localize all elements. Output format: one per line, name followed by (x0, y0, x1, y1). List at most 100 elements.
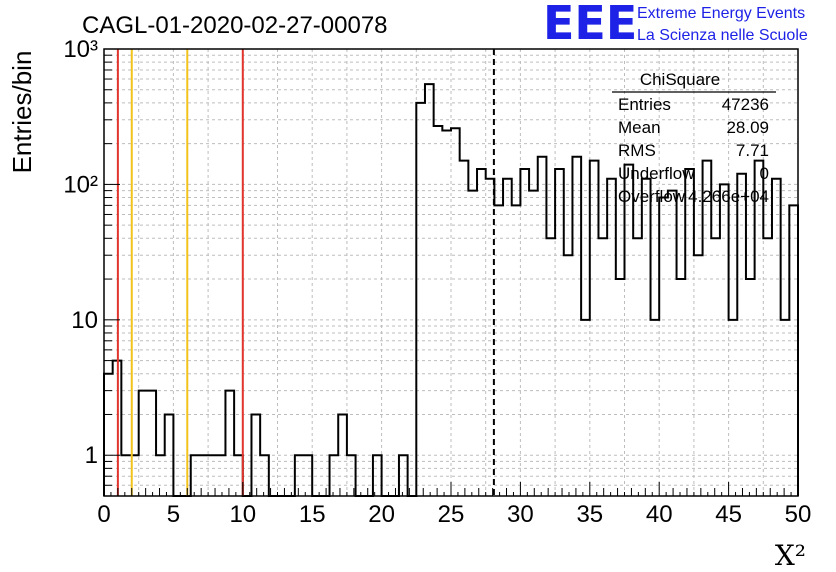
histogram-bin (416, 103, 425, 496)
logo-line-2: La Scienza nelle Scuole (637, 27, 808, 44)
histogram-bin (651, 320, 660, 496)
histogram-bin (156, 455, 165, 496)
histogram-bin (165, 414, 174, 496)
histogram-bin (529, 191, 538, 496)
x-tick-label: 40 (646, 501, 673, 528)
histogram-bin (425, 84, 434, 496)
histogram-bin (772, 179, 781, 496)
stats-label: Underflow (618, 164, 695, 183)
histogram-bin (642, 179, 651, 496)
histogram-bin (572, 157, 581, 496)
stats-rows: Entries 47236 Mean 28.09 RMS 7.71 Underflow 0 Ov… (618, 95, 769, 206)
logo-line-1: Extreme Energy Events (637, 5, 805, 22)
histogram-bin (434, 126, 443, 496)
y-axis-label: Entries/bin (7, 51, 37, 174)
stats-label: Overflow (618, 187, 686, 206)
histogram-bin (477, 169, 486, 496)
x-tick-label: 10 (229, 501, 256, 528)
histogram-bin (330, 455, 339, 496)
histogram-bin (468, 191, 477, 496)
stats-label: Entries (618, 95, 671, 114)
stats-box: ChiSquare Entries 47236 Mean 28.09 RMS 7.71 Un… (612, 70, 776, 206)
histogram-bin (659, 198, 668, 496)
stats-title: ChiSquare (640, 70, 720, 89)
histogram-bin (564, 255, 573, 496)
histogram-bin (399, 455, 408, 496)
histogram-bin (781, 320, 790, 496)
histogram-bin (147, 391, 156, 496)
histogram-bin (451, 128, 460, 496)
histogram-bin (225, 391, 234, 496)
histogram-bin (260, 455, 269, 496)
histogram-bin (590, 161, 599, 496)
x-tick-label: 45 (715, 501, 742, 528)
y-tick-label: 10 (71, 307, 98, 334)
x-tick-label: 5 (167, 501, 180, 528)
stats-value: 7.71 (736, 141, 769, 160)
histogram-bin (460, 161, 469, 496)
x-axis-label: X² (775, 539, 806, 572)
histogram-bin (217, 455, 226, 496)
stats-value: 4.266e+04 (688, 187, 769, 206)
histogram-bin (720, 184, 729, 496)
x-tick-labels: 0 5 10 15 20 25 30 35 40 45 50 (97, 501, 811, 528)
x-tick-label: 0 (97, 501, 110, 528)
histogram-bin (139, 391, 148, 496)
histogram-bin (442, 131, 451, 496)
histogram-bin (503, 179, 512, 496)
histogram-bin (486, 179, 495, 496)
axis-ticks (103, 54, 799, 497)
y-tick-label: 10³ (63, 36, 98, 63)
histogram-outline (103, 83, 799, 497)
y-tick-label: 10² (63, 171, 98, 198)
histogram-bin (295, 455, 304, 496)
y-tick-label: 1 (85, 442, 98, 469)
histogram-bin (633, 238, 642, 496)
x-tick-label: 35 (576, 501, 603, 528)
histogram-bin (598, 238, 607, 496)
histogram-bin (703, 161, 712, 496)
histogram-bin (763, 238, 772, 496)
histogram-bin (755, 161, 764, 496)
histogram-bin (234, 455, 243, 496)
histogram-bin (685, 169, 694, 496)
histogram-bin (373, 455, 382, 496)
histogram-bin (616, 279, 625, 496)
histogram-bin (711, 238, 720, 496)
histogram-bin (191, 455, 200, 496)
logo-text: EEE (543, 0, 637, 50)
x-tick-label: 30 (507, 501, 534, 528)
eee-logo: EEE Extreme Energy Events La Scienza nel… (543, 0, 808, 50)
histogram-bin (104, 374, 113, 496)
histogram-bin (737, 174, 746, 496)
histogram-bin (789, 205, 798, 496)
histogram-bin (607, 179, 616, 496)
x-tick-label: 20 (368, 501, 395, 528)
histogram-bin (694, 255, 703, 496)
stats-label: Mean (618, 118, 661, 137)
chart-title: CAGL-01-2020-02-27-00078 (82, 12, 388, 39)
cut-lines (116, 49, 495, 496)
x-tick-label: 25 (438, 501, 465, 528)
histogram-bin (494, 205, 503, 496)
histogram-bin (581, 320, 590, 496)
histogram-bin (546, 238, 555, 496)
stats-value: 0 (760, 164, 769, 183)
histogram-bin (729, 320, 738, 496)
histogram-bin (555, 169, 564, 496)
histogram-bin (668, 191, 677, 496)
y-tick-labels: 1 10 10² 10³ (63, 36, 98, 469)
stats-value: 28.09 (726, 118, 769, 137)
stats-value: 47236 (722, 95, 769, 114)
histogram-bin (520, 169, 529, 496)
x-tick-label: 15 (299, 501, 326, 528)
histogram-bin (625, 165, 634, 496)
histogram-bin (538, 157, 547, 496)
histogram-bin (746, 279, 755, 496)
histogram-bars (103, 83, 799, 497)
x-tick-label: 50 (785, 501, 812, 528)
histogram-bin (677, 279, 686, 496)
histogram-bin (512, 205, 521, 496)
grid-lines (104, 49, 798, 497)
